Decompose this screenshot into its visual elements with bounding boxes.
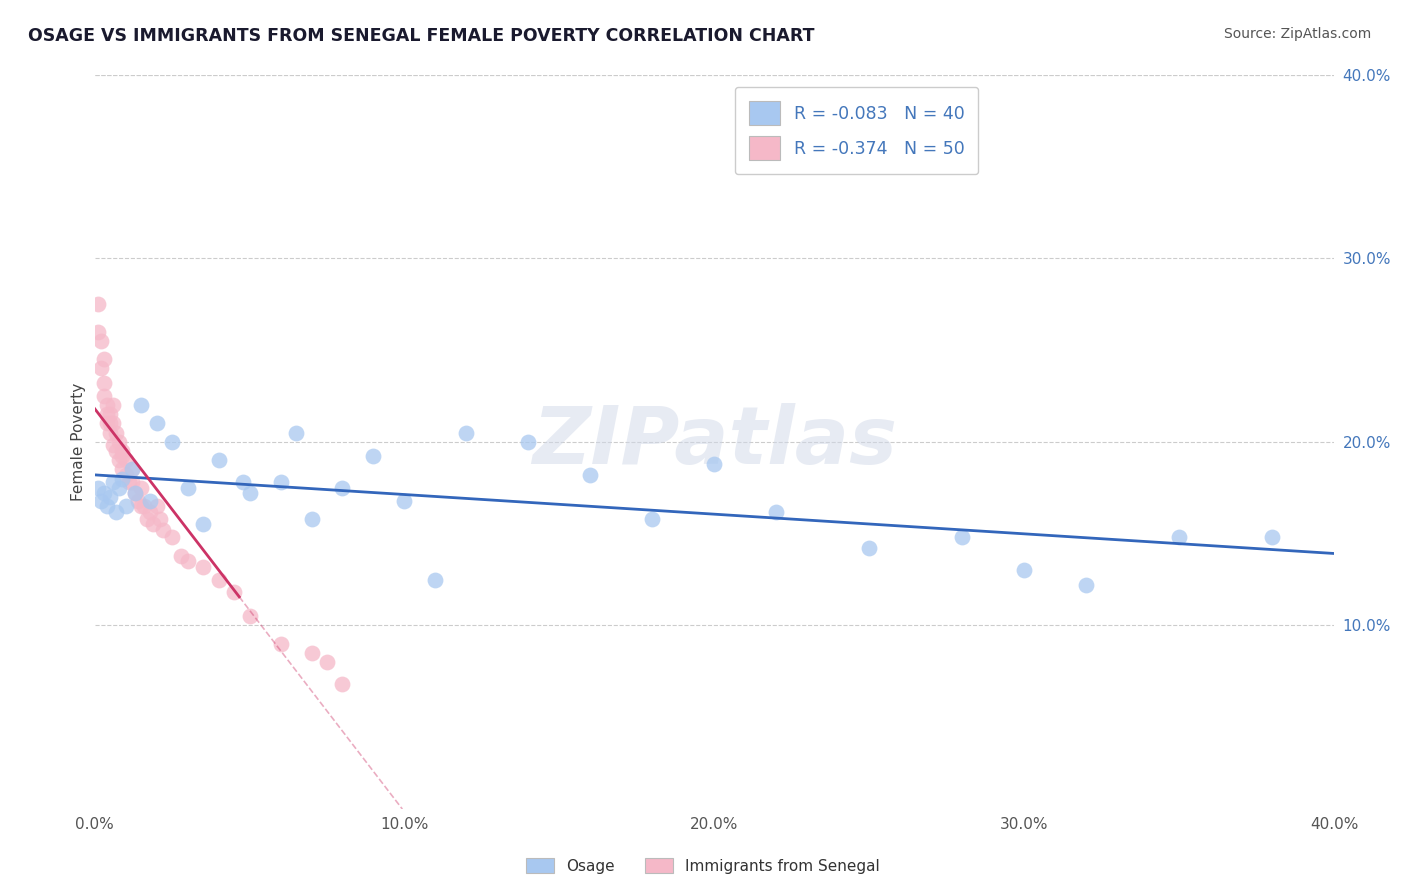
Point (191, 559, 214, 574)
Point (93, 376, 115, 390)
Point (207, 453, 229, 467)
Point (96, 407, 118, 421)
Point (858, 541, 880, 556)
Point (394, 493, 416, 508)
Point (105, 425, 128, 440)
Point (142, 517, 165, 532)
Point (152, 523, 174, 537)
Point (425, 573, 447, 587)
Point (270, 475, 292, 490)
Point (1168, 530, 1191, 544)
Point (114, 467, 136, 482)
Point (86, 325, 108, 339)
Text: ZIPatlas: ZIPatlas (531, 403, 897, 481)
Point (170, 549, 193, 563)
Point (129, 481, 152, 495)
Point (129, 499, 152, 513)
Point (111, 444, 134, 458)
Point (124, 486, 146, 500)
Point (1076, 578, 1098, 592)
Point (149, 512, 172, 526)
Point (121, 462, 143, 476)
Point (136, 512, 159, 526)
Point (111, 462, 134, 476)
Point (363, 450, 385, 464)
Point (950, 530, 973, 544)
Point (98, 417, 121, 431)
Point (90, 334, 112, 348)
Point (121, 475, 143, 490)
Point (145, 417, 167, 431)
Point (160, 434, 183, 449)
Point (332, 677, 354, 691)
Point (222, 585, 245, 599)
Point (121, 462, 143, 476)
Point (105, 505, 128, 519)
Point (270, 637, 292, 651)
Point (332, 481, 354, 495)
Point (176, 554, 198, 568)
Point (98, 490, 121, 504)
Point (93, 486, 115, 500)
Point (191, 517, 214, 532)
Point (1261, 530, 1284, 544)
Point (114, 499, 136, 513)
Point (101, 438, 124, 452)
Point (93, 389, 115, 403)
Point (127, 493, 149, 508)
Point (301, 512, 323, 526)
Point (238, 486, 260, 500)
Point (101, 417, 124, 431)
Point (456, 425, 478, 440)
Point (86, 297, 108, 311)
Point (93, 352, 115, 367)
Point (108, 453, 131, 467)
Point (111, 450, 134, 464)
Point (111, 471, 134, 485)
Point (285, 425, 308, 440)
Text: Source: ZipAtlas.com: Source: ZipAtlas.com (1223, 27, 1371, 41)
Point (96, 417, 118, 431)
Y-axis label: Female Poverty: Female Poverty (72, 383, 86, 501)
Point (160, 530, 183, 544)
Point (703, 457, 725, 471)
Point (134, 499, 156, 513)
Legend: R = -0.083   N = 40, R = -0.374   N = 50: R = -0.083 N = 40, R = -0.374 N = 50 (735, 87, 979, 174)
Point (124, 486, 146, 500)
Point (90, 361, 112, 376)
Point (139, 505, 162, 519)
Point (105, 444, 128, 458)
Point (96, 499, 118, 513)
Point (579, 467, 602, 482)
Legend: Osage, Immigrants from Senegal: Osage, Immigrants from Senegal (520, 852, 886, 880)
Point (90, 493, 112, 508)
Point (129, 398, 152, 412)
Point (101, 475, 124, 490)
Point (765, 505, 787, 519)
Point (96, 398, 118, 412)
Point (517, 434, 540, 449)
Point (1012, 563, 1035, 577)
Point (232, 475, 254, 490)
Point (98, 407, 121, 421)
Point (101, 398, 124, 412)
Point (316, 655, 339, 669)
Point (108, 434, 131, 449)
Point (98, 425, 121, 440)
Text: OSAGE VS IMMIGRANTS FROM SENEGAL FEMALE POVERTY CORRELATION CHART: OSAGE VS IMMIGRANTS FROM SENEGAL FEMALE … (28, 27, 814, 45)
Point (139, 493, 162, 508)
Point (108, 481, 131, 495)
Point (118, 475, 141, 490)
Point (114, 453, 136, 467)
Point (145, 499, 167, 513)
Point (238, 609, 260, 624)
Point (301, 646, 323, 660)
Point (641, 512, 664, 526)
Point (176, 481, 198, 495)
Point (207, 573, 229, 587)
Point (86, 481, 108, 495)
